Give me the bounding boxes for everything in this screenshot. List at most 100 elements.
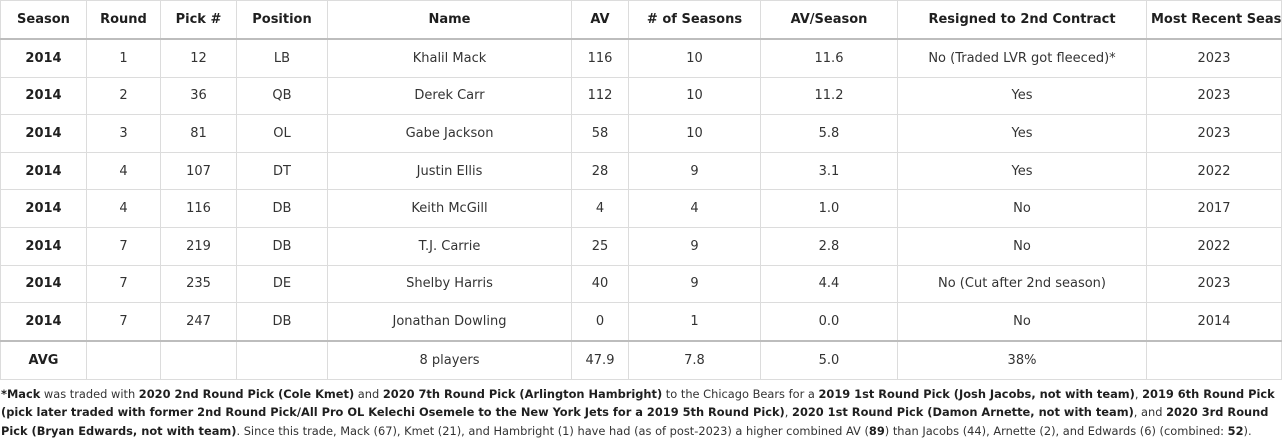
- cell-av-per-season: 2.8: [760, 226, 898, 266]
- draft-picks-table: Season Round Pick # Position Name AV # o…: [0, 0, 1282, 380]
- cell-seasons: 9: [628, 264, 761, 304]
- footnote-text: . Since this trade, Mack (67), Kmet (21)…: [236, 423, 869, 438]
- cell-av-per-season: 5.8: [760, 114, 898, 153]
- avg-cell-av: 47.9: [571, 339, 629, 380]
- cell-most-recent: 2017: [1146, 189, 1282, 228]
- cell-season: 2014: [0, 76, 87, 116]
- cell-most-recent: 2023: [1146, 38, 1282, 78]
- cell-most-recent: 2022: [1146, 226, 1282, 266]
- col-header-round: Round: [86, 0, 161, 40]
- cell-round: 2: [86, 76, 161, 116]
- cell-most-recent: 2023: [1146, 114, 1282, 153]
- cell-name: Gabe Jackson: [327, 114, 572, 153]
- cell-pick: 36: [160, 76, 237, 116]
- avg-cell-round: [86, 339, 161, 380]
- cell-seasons: 9: [628, 151, 761, 191]
- cell-seasons: 9: [628, 226, 761, 266]
- cell-round: 3: [86, 114, 161, 153]
- footnote-text: , and: [1133, 405, 1167, 420]
- table-row: 2014 3 81 OL Gabe Jackson 58 10 5.8 Yes 2023: [0, 114, 1282, 153]
- cell-season: 2014: [0, 302, 87, 342]
- cell-position: DB: [236, 226, 328, 266]
- footnote-text: ,: [784, 405, 793, 420]
- cell-most-recent: 2022: [1146, 151, 1282, 191]
- cell-av: 0: [571, 302, 629, 342]
- cell-resigned: Yes: [897, 151, 1147, 191]
- cell-resigned: No: [897, 302, 1147, 342]
- cell-name: Derek Carr: [327, 76, 572, 116]
- cell-resigned: No (Traded LVR got fleeced)*: [897, 38, 1147, 78]
- cell-name: Shelby Harris: [327, 264, 572, 304]
- footnote-emphasis: 2020 2nd Round Pick (Cole Kmet): [138, 386, 355, 401]
- footnote-emphasis: *Mack: [1, 386, 41, 401]
- cell-pick: 116: [160, 189, 237, 228]
- cell-position: DT: [236, 151, 328, 191]
- cell-av: 25: [571, 226, 629, 266]
- cell-round: 7: [86, 226, 161, 266]
- cell-av: 58: [571, 114, 629, 153]
- cell-resigned: Yes: [897, 76, 1147, 116]
- cell-name: Justin Ellis: [327, 151, 572, 191]
- cell-pick: 107: [160, 151, 237, 191]
- cell-season: 2014: [0, 226, 87, 266]
- col-header-resigned: Resigned to 2nd Contract: [897, 0, 1147, 40]
- cell-position: DB: [236, 189, 328, 228]
- footnote-text: ).: [1243, 423, 1252, 438]
- average-row: AVG 8 players 47.9 7.8 5.0 38%: [0, 339, 1282, 380]
- col-header-seasons: # of Seasons: [628, 0, 761, 40]
- avg-cell-seasons: 7.8: [628, 339, 761, 380]
- cell-season: 2014: [0, 189, 87, 228]
- cell-av-per-season: 0.0: [760, 302, 898, 342]
- table-row: 2014 1 12 LB Khalil Mack 116 10 11.6 No (Traded …: [0, 38, 1282, 78]
- col-header-av: AV: [571, 0, 629, 40]
- cell-av-per-season: 4.4: [760, 264, 898, 304]
- cell-pick: 81: [160, 114, 237, 153]
- cell-name: Khalil Mack: [327, 38, 572, 78]
- cell-resigned: Yes: [897, 114, 1147, 153]
- cell-position: LB: [236, 38, 328, 78]
- avg-cell-position: [236, 339, 328, 380]
- cell-round: 7: [86, 264, 161, 304]
- col-header-name: Name: [327, 0, 572, 40]
- footnote-text: ) than Jacobs (44), Arnette (2), and Edw…: [884, 423, 1228, 438]
- footnote-emphasis: 2020 3rd Round Pick (Bryan Edwards, not …: [1, 405, 1269, 438]
- avg-cell-most-recent: [1146, 339, 1282, 380]
- footnote: *Mack was traded with 2020 2nd Round Pic…: [1, 385, 1279, 441]
- cell-pick: 219: [160, 226, 237, 266]
- table-row: 2014 2 36 QB Derek Carr 112 10 11.2 Yes 2023: [0, 76, 1282, 116]
- cell-av: 40: [571, 264, 629, 304]
- cell-round: 4: [86, 151, 161, 191]
- table-row: 2014 7 235 DE Shelby Harris 40 9 4.4 No (Cut aft…: [0, 264, 1282, 304]
- footnote-emphasis: 52: [1227, 423, 1244, 438]
- cell-resigned: No (Cut after 2nd season): [897, 264, 1147, 304]
- cell-round: 7: [86, 302, 161, 342]
- cell-name: Jonathan Dowling: [327, 302, 572, 342]
- avg-cell-name: 8 players: [327, 339, 572, 380]
- cell-round: 1: [86, 38, 161, 78]
- cell-position: QB: [236, 76, 328, 116]
- cell-pick: 12: [160, 38, 237, 78]
- cell-position: DB: [236, 302, 328, 342]
- cell-resigned: No: [897, 226, 1147, 266]
- cell-av-per-season: 3.1: [760, 151, 898, 191]
- footnote-emphasis: 2019 6th Round Pick (pick later traded w…: [1, 386, 1275, 420]
- cell-resigned: No: [897, 189, 1147, 228]
- footnote-emphasis: 2020 1st Round Pick (Damon Arnette, not …: [792, 405, 1134, 420]
- cell-av: 112: [571, 76, 629, 116]
- cell-av: 116: [571, 38, 629, 78]
- cell-most-recent: 2014: [1146, 302, 1282, 342]
- col-header-most-recent: Most Recent Season: [1146, 0, 1282, 40]
- cell-av-per-season: 11.2: [760, 76, 898, 116]
- cell-season: 2014: [0, 114, 87, 153]
- cell-season: 2014: [0, 38, 87, 78]
- cell-seasons: 1: [628, 302, 761, 342]
- cell-name: Keith McGill: [327, 189, 572, 228]
- table-row: 2014 7 247 DB Jonathan Dowling 0 1 0.0 No 2014: [0, 302, 1282, 342]
- table-row: 2014 4 107 DT Justin Ellis 28 9 3.1 Yes 2022: [0, 151, 1282, 191]
- table-body: 2014 1 12 LB Khalil Mack 116 10 11.6 No (Traded …: [0, 38, 1282, 380]
- cell-seasons: 10: [628, 38, 761, 78]
- cell-season: 2014: [0, 264, 87, 304]
- cell-seasons: 10: [628, 76, 761, 116]
- table-row: 2014 4 116 DB Keith McGill 4 4 1.0 No 2017: [0, 189, 1282, 228]
- cell-position: DE: [236, 264, 328, 304]
